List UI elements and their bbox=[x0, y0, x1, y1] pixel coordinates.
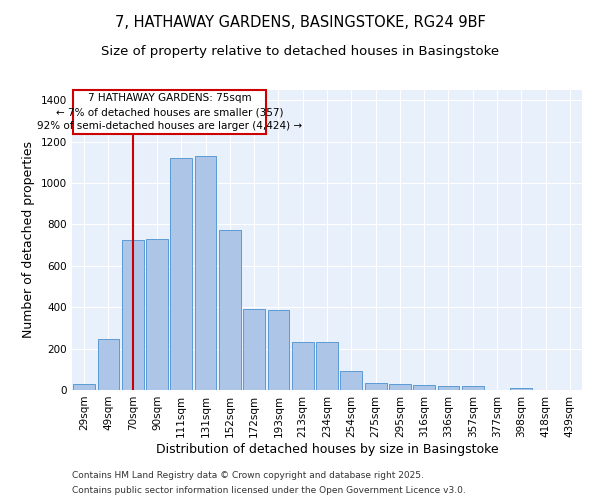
Bar bbox=[389, 384, 411, 390]
Bar bbox=[146, 239, 168, 390]
Text: Contains public sector information licensed under the Open Government Licence v3: Contains public sector information licen… bbox=[72, 486, 466, 495]
Bar bbox=[413, 385, 435, 390]
Bar bbox=[243, 310, 265, 390]
Bar bbox=[462, 386, 484, 390]
Bar bbox=[170, 158, 192, 390]
Bar bbox=[122, 240, 143, 390]
Bar bbox=[511, 388, 532, 390]
Text: 7, HATHAWAY GARDENS, BASINGSTOKE, RG24 9BF: 7, HATHAWAY GARDENS, BASINGSTOKE, RG24 9… bbox=[115, 15, 485, 30]
X-axis label: Distribution of detached houses by size in Basingstoke: Distribution of detached houses by size … bbox=[155, 442, 499, 456]
Bar bbox=[365, 383, 386, 390]
Text: Size of property relative to detached houses in Basingstoke: Size of property relative to detached ho… bbox=[101, 45, 499, 58]
Bar bbox=[316, 342, 338, 390]
Y-axis label: Number of detached properties: Number of detached properties bbox=[22, 142, 35, 338]
Bar bbox=[268, 310, 289, 390]
Bar bbox=[97, 340, 119, 390]
Bar bbox=[292, 342, 314, 390]
Bar bbox=[437, 386, 460, 390]
Bar bbox=[219, 230, 241, 390]
Text: Contains HM Land Registry data © Crown copyright and database right 2025.: Contains HM Land Registry data © Crown c… bbox=[72, 471, 424, 480]
Bar bbox=[73, 384, 95, 390]
FancyBboxPatch shape bbox=[73, 90, 266, 134]
Text: 7 HATHAWAY GARDENS: 75sqm
← 7% of detached houses are smaller (357)
92% of semi-: 7 HATHAWAY GARDENS: 75sqm ← 7% of detach… bbox=[37, 93, 302, 131]
Bar bbox=[194, 156, 217, 390]
Bar bbox=[340, 372, 362, 390]
